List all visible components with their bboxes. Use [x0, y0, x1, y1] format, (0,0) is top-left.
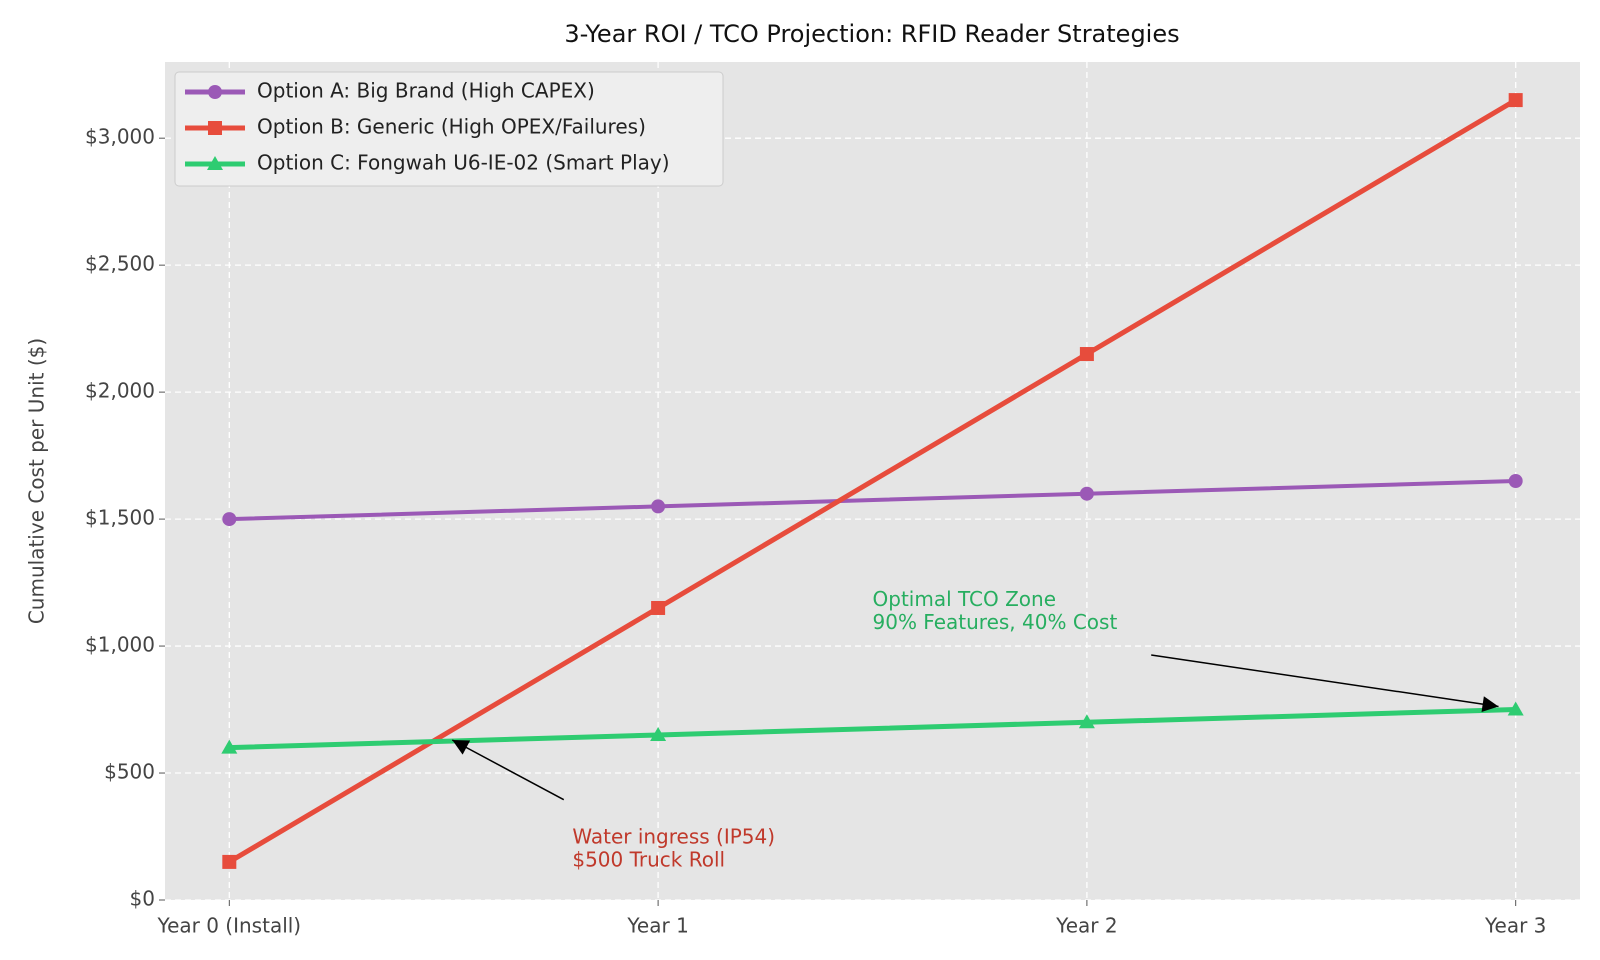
y-tick-label: $2,500 [85, 252, 155, 276]
y-axis-label: Cumulative Cost per Unit ($) [25, 338, 49, 624]
annotation-arrow [1151, 654, 1499, 713]
marker [1079, 347, 1094, 362]
marker [208, 85, 222, 99]
marker [1507, 701, 1524, 716]
marker [1508, 93, 1523, 108]
annotation-text: 90% Features, 40% Cost [873, 610, 1118, 634]
legend: Option A: Big Brand (High CAPEX) Option B… [174, 71, 724, 187]
annotation-arrow [451, 739, 565, 801]
marker [1079, 486, 1094, 501]
y-tick-label: $1,500 [85, 506, 155, 530]
marker [222, 854, 237, 869]
legend-label: Option B: Generic (High OPEX/Failures) [257, 115, 646, 139]
marker [221, 739, 238, 754]
y-tick-label: $3,000 [85, 125, 155, 149]
x-tick-label: Year 3 [1484, 914, 1546, 938]
marker [651, 499, 666, 514]
marker [1508, 474, 1523, 488]
legend-label: Option C: Fongwah U6-IE-02 (Smart Play) [257, 151, 670, 175]
marker [650, 726, 667, 741]
x-tick-label: Year 0 (Install) [157, 914, 302, 938]
y-tick-label: $0 [130, 887, 155, 911]
y-tick-label: $500 [104, 760, 155, 784]
marker [222, 512, 237, 527]
chart-title: 3-Year ROI / TCO Projection: RFID Reader… [564, 20, 1179, 48]
x-tick-label: Year 1 [626, 914, 688, 938]
series-line [229, 479, 1516, 522]
marker [1078, 714, 1095, 729]
y-tick-label: $1,000 [85, 633, 155, 657]
series-line [229, 707, 1516, 751]
legend-label: Option A: Big Brand (High CAPEX) [257, 79, 595, 103]
x-tick-label: Year 2 [1055, 914, 1117, 938]
y-tick-label: $2,000 [85, 379, 155, 403]
marker [651, 600, 666, 615]
annotation-text: $500 Truck Roll [572, 847, 725, 871]
legend-box [174, 71, 724, 187]
annotation-text: Optimal TCO Zone [873, 587, 1057, 611]
series-line [228, 97, 1517, 865]
marker [208, 121, 222, 135]
annotation-text: Water ingress (IP54) [572, 824, 775, 848]
marker [207, 156, 223, 170]
